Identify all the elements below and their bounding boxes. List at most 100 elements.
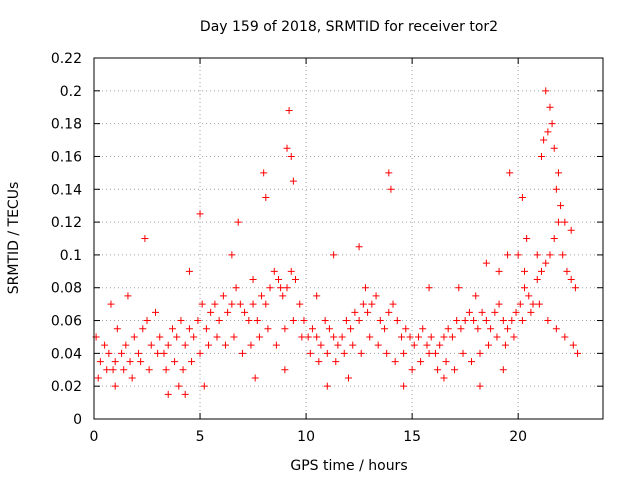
y-tick-label: 0	[73, 412, 82, 428]
data-point	[552, 185, 560, 193]
data-point	[111, 382, 119, 390]
data-point	[563, 267, 571, 275]
data-point	[493, 333, 501, 341]
data-point	[175, 382, 183, 390]
data-point	[448, 333, 456, 341]
data-point	[537, 267, 545, 275]
data-point	[325, 325, 333, 333]
x-axis-label: GPS time / hours	[290, 458, 407, 474]
data-point	[135, 349, 143, 357]
data-point	[306, 349, 314, 357]
data-point	[567, 276, 575, 284]
data-point	[264, 325, 272, 333]
data-point	[389, 300, 397, 308]
data-point	[260, 169, 268, 177]
data-point	[506, 169, 514, 177]
data-point	[451, 366, 459, 374]
x-tick-label: 20	[509, 429, 527, 445]
y-tick-label: 0.18	[51, 117, 82, 133]
data-point	[402, 325, 410, 333]
data-point	[529, 300, 537, 308]
data-point	[154, 349, 162, 357]
data-point	[330, 333, 338, 341]
data-point	[238, 349, 246, 357]
data-point	[561, 333, 569, 341]
data-point	[156, 333, 164, 341]
data-point	[215, 317, 223, 325]
data-point	[228, 300, 236, 308]
data-point	[196, 210, 204, 218]
data-point	[542, 259, 550, 267]
data-point	[113, 325, 121, 333]
data-point	[162, 366, 170, 374]
data-point	[387, 185, 395, 193]
data-point	[188, 358, 196, 366]
data-point	[361, 284, 369, 292]
data-point	[391, 358, 399, 366]
data-point	[495, 300, 503, 308]
data-point	[457, 325, 465, 333]
data-point	[427, 333, 435, 341]
data-point	[109, 366, 117, 374]
data-point	[277, 284, 285, 292]
data-point	[118, 349, 126, 357]
data-point	[262, 300, 270, 308]
data-point	[202, 325, 210, 333]
data-point	[130, 333, 138, 341]
data-point	[164, 341, 172, 349]
y-tick-label: 0.06	[51, 314, 82, 330]
data-point	[567, 226, 575, 234]
y-tick-label: 0.1	[60, 248, 82, 264]
data-point	[414, 333, 422, 341]
data-point	[342, 317, 350, 325]
data-point	[550, 235, 558, 242]
data-point	[423, 341, 431, 349]
data-point	[554, 218, 562, 226]
data-point	[275, 276, 283, 284]
data-point	[431, 349, 439, 357]
data-point	[234, 218, 242, 226]
data-point	[128, 374, 136, 382]
data-point	[249, 300, 257, 308]
data-point	[211, 300, 219, 308]
data-point	[487, 325, 495, 333]
data-point	[105, 349, 113, 357]
data-point	[334, 341, 342, 349]
data-point	[542, 87, 550, 95]
data-point	[368, 300, 376, 308]
data-point	[559, 251, 567, 259]
data-point	[308, 325, 316, 333]
data-point	[523, 235, 531, 242]
x-tick-label: 15	[403, 429, 421, 445]
data-point	[298, 333, 306, 341]
data-point	[332, 358, 340, 366]
data-point	[381, 325, 389, 333]
data-point	[317, 341, 325, 349]
data-point	[179, 366, 187, 374]
data-point	[94, 374, 102, 382]
data-point	[315, 358, 323, 366]
data-point	[126, 358, 134, 366]
data-point	[283, 144, 291, 152]
data-point	[355, 243, 363, 251]
data-point	[459, 349, 467, 357]
data-point	[145, 366, 153, 374]
data-point	[482, 259, 490, 267]
data-point	[345, 374, 352, 382]
data-point	[281, 325, 289, 333]
data-point	[442, 358, 450, 366]
data-point	[546, 251, 554, 259]
data-point	[270, 267, 278, 275]
data-point	[355, 317, 363, 325]
data-point	[321, 317, 329, 325]
data-point	[304, 333, 312, 341]
data-point	[258, 292, 266, 300]
y-tick-label: 0.02	[51, 379, 82, 395]
data-point	[527, 308, 535, 316]
data-point	[533, 276, 541, 284]
data-point	[406, 333, 414, 341]
x-tick-label: 5	[196, 429, 205, 445]
data-point	[107, 300, 115, 308]
data-point	[124, 292, 132, 300]
